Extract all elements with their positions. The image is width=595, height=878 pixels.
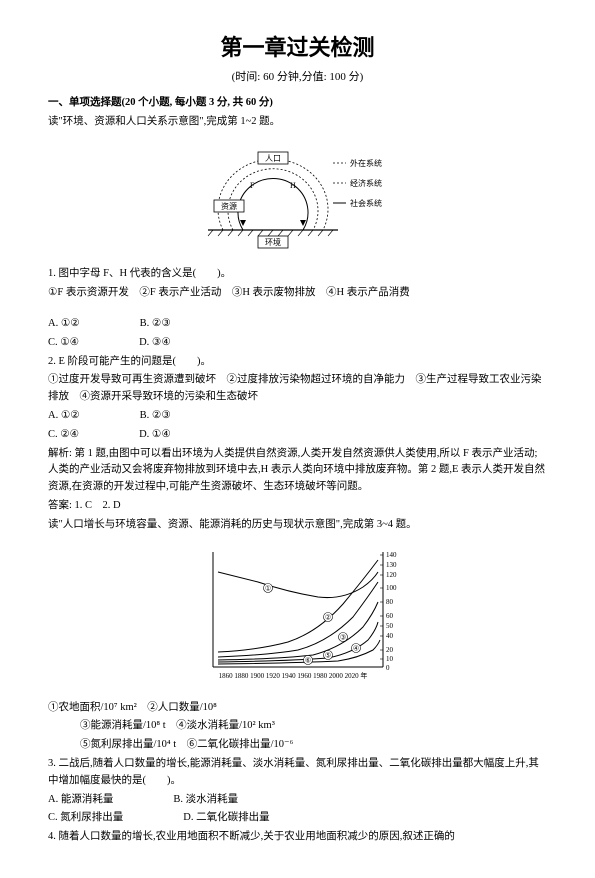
q4-stem: 4. 随着人口数量的增长,农业用地面积不断减少,关于农业用地面积减少的原因,叙述… bbox=[48, 829, 547, 846]
answer-1: 答案: 1. C 2. D bbox=[48, 498, 547, 515]
svg-text:20: 20 bbox=[386, 646, 394, 654]
legend-1: ①农地面积/10⁷ km² ②人口数量/10⁸ bbox=[48, 700, 547, 717]
svg-text:外在系统: 外在系统 bbox=[350, 158, 382, 168]
svg-text:⑤: ⑤ bbox=[324, 651, 330, 659]
svg-text:社会系统: 社会系统 bbox=[350, 198, 382, 208]
q1-opt-d: D. ③④ bbox=[139, 335, 171, 352]
svg-text:H: H bbox=[290, 181, 296, 190]
q1-options-text: ①F 表示资源开发 ②F 表示产业活动 ③H 表示废物排放 ④H 表示产品消费 bbox=[48, 285, 547, 302]
svg-text:人口: 人口 bbox=[265, 154, 281, 163]
q2-opt-b: B. ②③ bbox=[140, 408, 171, 425]
q2-stem: 2. E 阶段可能产生的问题是( )。 bbox=[48, 354, 547, 371]
svg-text:F: F bbox=[250, 181, 255, 190]
svg-text:环境: 环境 bbox=[265, 237, 281, 247]
q2-opt-c: C. ②④ bbox=[48, 427, 79, 444]
q3-opt-a: A. 能源消耗量 bbox=[48, 792, 113, 809]
q3-opt-c: C. 氮利尿排出量 bbox=[48, 810, 123, 827]
svg-text:140: 140 bbox=[386, 551, 397, 559]
diagram-2: 140 130 120 100 80 60 50 40 20 10 0 bbox=[178, 542, 418, 692]
page-subtitle: (时间: 60 分钟,分值: 100 分) bbox=[48, 69, 547, 87]
svg-text:①: ① bbox=[264, 584, 270, 592]
svg-text:60: 60 bbox=[386, 612, 394, 620]
legend-3: ⑤氮利尿排出量/10⁴ t ⑥二氧化碳排出量/10⁻⁶ bbox=[48, 737, 547, 754]
section-heading: 一、单项选择题(20 个小题, 每小题 3 分, 共 60 分) bbox=[48, 95, 547, 112]
q1-opt-c: C. ①④ bbox=[48, 335, 79, 352]
read-intro-1: 读"环境、资源和人口关系示意图",完成第 1~2 题。 bbox=[48, 114, 547, 131]
svg-text:经济系统: 经济系统 bbox=[350, 178, 382, 188]
q3-opt-d: D. 二氧化碳排出量 bbox=[183, 810, 269, 827]
page-title: 第一章过关检测 bbox=[48, 30, 547, 65]
svg-text:③: ③ bbox=[339, 633, 345, 641]
svg-text:40: 40 bbox=[386, 632, 394, 640]
q3-stem: 3. 二战后,随着人口数量的增长,能源消耗量、淡水消耗量、氮利尿排出量、二氧化碳… bbox=[48, 756, 547, 790]
q1-opt-a: A. ①② bbox=[48, 316, 80, 333]
svg-text:资源: 资源 bbox=[221, 201, 237, 211]
svg-text:120: 120 bbox=[386, 571, 397, 579]
svg-text:80: 80 bbox=[386, 598, 394, 606]
svg-text:50: 50 bbox=[386, 622, 394, 630]
svg-text:10: 10 bbox=[386, 655, 394, 663]
legend-2: ③能源消耗量/10⁸ t ④淡水消耗量/10² km³ bbox=[48, 718, 547, 735]
q1-stem: 1. 图中字母 F、H 代表的含义是( )。 bbox=[48, 266, 547, 283]
q1-opt-b: B. ②③ bbox=[140, 316, 171, 333]
svg-text:⑥: ⑥ bbox=[304, 656, 310, 664]
svg-text:②: ② bbox=[324, 613, 330, 621]
svg-text:130: 130 bbox=[386, 561, 397, 569]
q2-options-text: ①过度开发导致可再生资源遭到破坏 ②过度排放污染物超过环境的自净能力 ③生产过程… bbox=[48, 372, 547, 406]
q2-opt-d: D. ①④ bbox=[139, 427, 171, 444]
q3-opt-b: B. 淡水消耗量 bbox=[173, 792, 238, 809]
svg-text:0: 0 bbox=[386, 664, 390, 672]
q2-opt-a: A. ①② bbox=[48, 408, 80, 425]
analysis-1: 解析: 第 1 题,由图中可以看出环境为人类提供自然资源,人类开发自然资源供人类… bbox=[48, 446, 547, 496]
svg-text:1860 1880 1900 1920 1940 1960: 1860 1880 1900 1920 1940 1960 1980 2000 … bbox=[218, 671, 367, 680]
svg-text:④: ④ bbox=[352, 644, 358, 652]
read-intro-2: 读"人口增长与环境容量、资源、能源消耗的历史与现状示意图",完成第 3~4 题。 bbox=[48, 517, 547, 534]
diagram-1: 人口 资源 环境 F H 外在系统 经济系统 社会系统 bbox=[168, 138, 428, 258]
svg-text:100: 100 bbox=[386, 584, 397, 592]
